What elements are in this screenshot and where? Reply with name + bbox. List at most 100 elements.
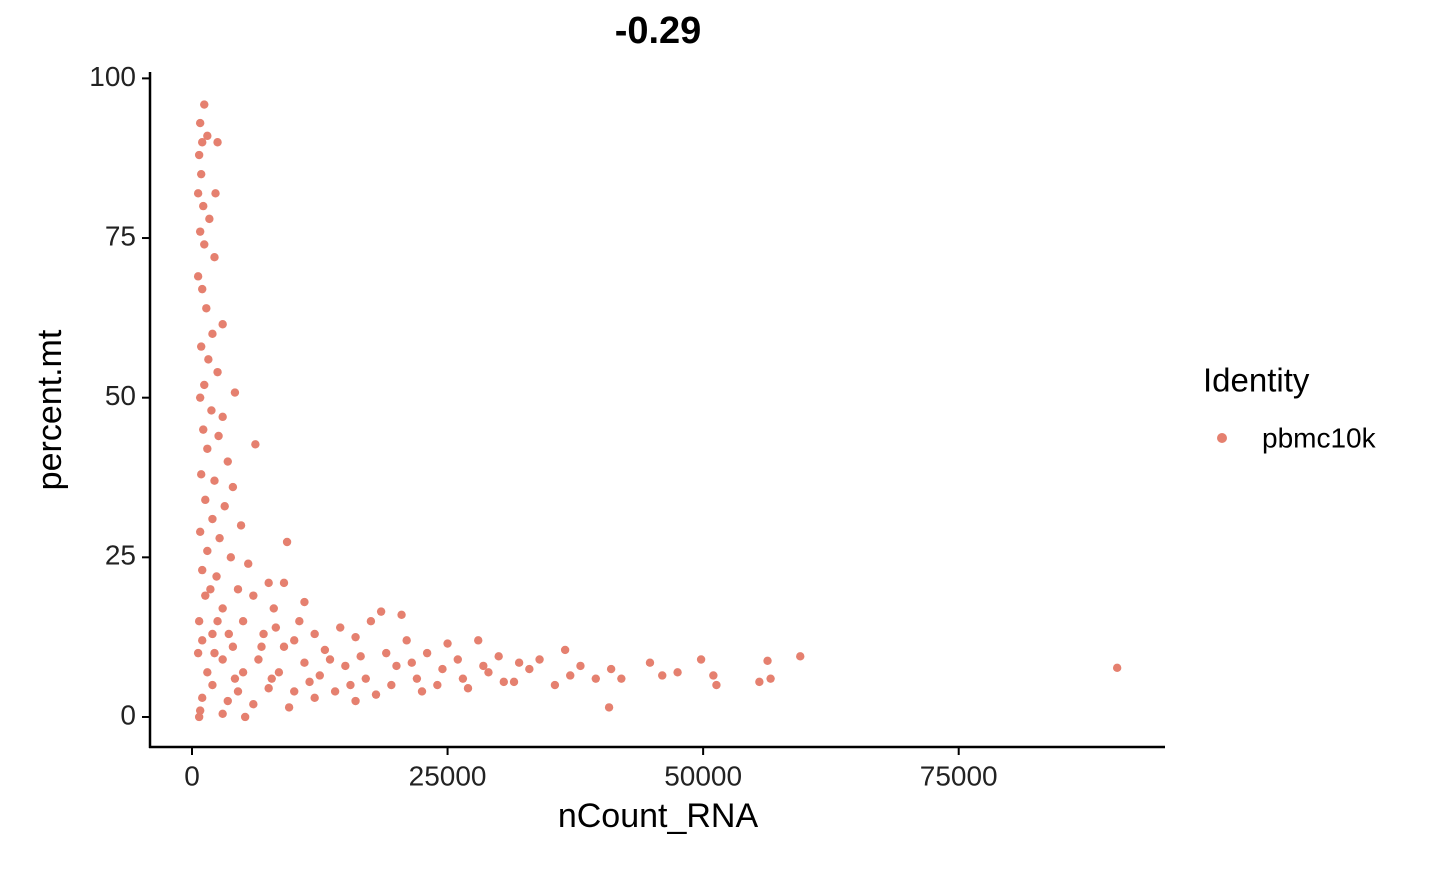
point: [514, 658, 524, 667]
point: [474, 636, 483, 645]
point: [195, 393, 205, 402]
point: [230, 674, 240, 683]
point: [223, 457, 232, 466]
point: [230, 388, 240, 397]
point: [203, 444, 212, 453]
point: [300, 658, 309, 667]
point: [195, 118, 205, 128]
x-tick-label: 0: [184, 760, 200, 791]
point: [254, 655, 263, 664]
point: [305, 677, 314, 687]
point: [709, 671, 718, 680]
point: [210, 648, 219, 658]
point: [208, 514, 217, 524]
chart-title: -0.29: [615, 10, 702, 52]
point: [249, 700, 258, 709]
point: [208, 329, 217, 339]
point: [236, 521, 246, 530]
y-tick-label: 100: [89, 61, 136, 92]
legend-title: Identity: [1203, 362, 1310, 399]
point: [417, 687, 427, 696]
point: [233, 687, 243, 696]
point: [371, 690, 381, 699]
point: [218, 709, 227, 718]
point: [264, 684, 273, 693]
point: [336, 623, 345, 632]
point: [195, 706, 205, 715]
point: [576, 661, 585, 671]
point: [315, 671, 324, 680]
point: [310, 629, 319, 639]
point: [463, 684, 473, 693]
y-tick-label: 25: [105, 540, 136, 571]
point: [206, 585, 215, 594]
point: [203, 546, 212, 556]
point: [213, 616, 222, 626]
point: [200, 240, 209, 249]
point: [244, 559, 253, 568]
point: [433, 680, 442, 690]
point: [205, 214, 214, 224]
point: [193, 272, 203, 281]
point: [453, 655, 462, 664]
point: [198, 138, 207, 147]
point: [320, 645, 330, 655]
point: [199, 425, 208, 434]
point: [201, 591, 210, 600]
point: [397, 610, 406, 620]
point: [290, 687, 299, 696]
point: [407, 658, 416, 667]
point: [550, 680, 560, 690]
point: [300, 597, 309, 607]
point: [422, 648, 432, 658]
point: [279, 642, 289, 651]
point: [290, 636, 299, 645]
point: [282, 537, 292, 547]
legend-key: [1217, 433, 1227, 443]
point: [233, 585, 243, 594]
y-tick-label: 50: [105, 380, 136, 411]
point: [200, 100, 209, 109]
point: [259, 629, 268, 639]
point: [696, 655, 706, 664]
point: [330, 687, 340, 696]
point: [203, 668, 212, 677]
point: [755, 677, 764, 687]
point: [376, 607, 386, 616]
point: [203, 131, 212, 141]
point: [310, 693, 319, 703]
point: [198, 636, 207, 645]
point: [201, 495, 210, 505]
point: [279, 578, 289, 588]
point: [673, 668, 682, 677]
point: [295, 616, 304, 626]
point: [213, 367, 222, 377]
point: [218, 604, 227, 613]
point: [606, 664, 616, 674]
point: [264, 578, 273, 588]
point: [200, 380, 209, 390]
y-axis-label: percent.mt: [31, 329, 69, 490]
point: [412, 674, 422, 683]
point: [218, 320, 227, 329]
point: [228, 482, 238, 492]
point: [658, 671, 667, 680]
point: [617, 674, 626, 683]
point: [196, 470, 206, 479]
point: [213, 138, 222, 147]
y-tick-label: 75: [105, 220, 136, 251]
legend-label: pbmc10k: [1262, 422, 1377, 453]
point: [382, 648, 391, 658]
point: [509, 677, 519, 687]
y-tick-label: 0: [120, 699, 136, 730]
point: [591, 674, 600, 683]
point: [202, 304, 211, 313]
point: [215, 533, 224, 543]
point: [1112, 663, 1122, 673]
point: [223, 696, 232, 706]
point: [366, 616, 376, 626]
point: [211, 189, 220, 198]
point: [251, 440, 260, 449]
point: [198, 565, 207, 575]
